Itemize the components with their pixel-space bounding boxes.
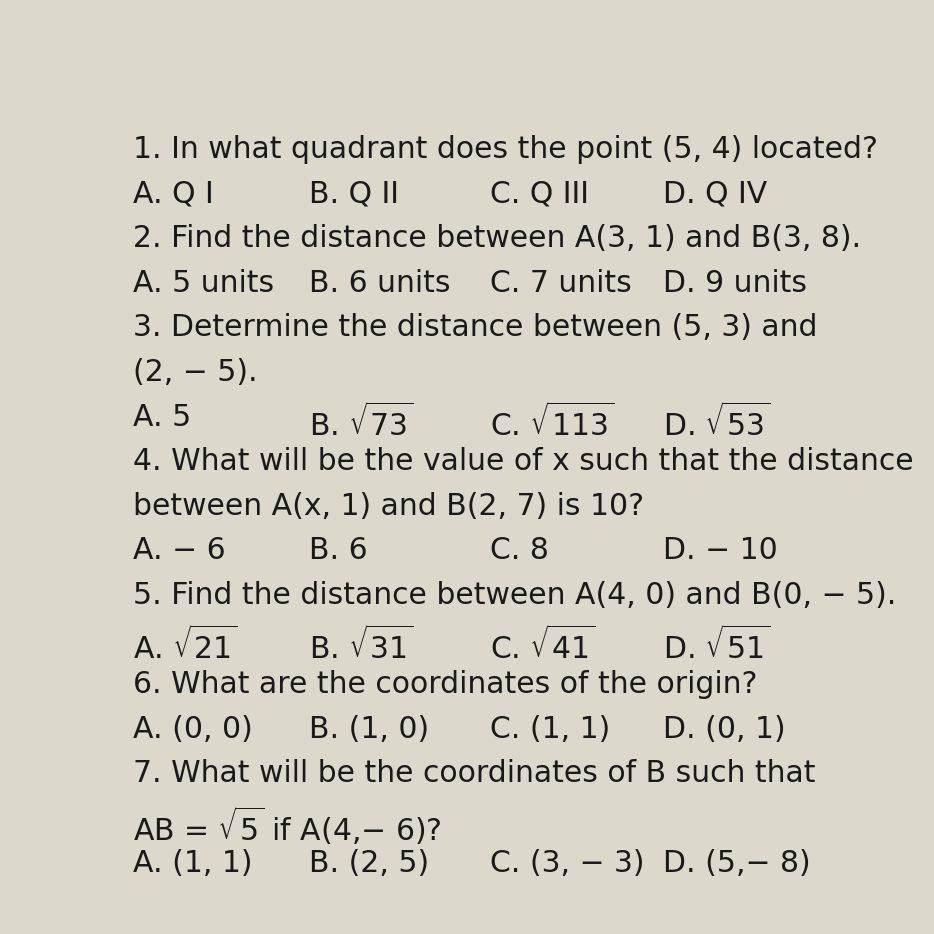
Text: A. (1, 1): A. (1, 1) [133, 848, 252, 878]
Text: between A(x, 1) and B(2, 7) is 10?: between A(x, 1) and B(2, 7) is 10? [133, 492, 644, 521]
Text: D. Q IV: D. Q IV [663, 179, 768, 208]
Text: B. $\sqrt{31}$: B. $\sqrt{31}$ [308, 626, 413, 664]
Text: 4. What will be the value of x such that the distance: 4. What will be the value of x such that… [133, 447, 913, 476]
Text: A. Q I: A. Q I [133, 179, 214, 208]
Text: 3. Determine the distance between (5, 3) and: 3. Determine the distance between (5, 3)… [133, 314, 817, 343]
Text: C. 7 units: C. 7 units [489, 269, 631, 298]
Text: B. 6: B. 6 [308, 536, 367, 565]
Text: A. 5 units: A. 5 units [133, 269, 274, 298]
Text: B. $\sqrt{73}$: B. $\sqrt{73}$ [308, 403, 413, 442]
Text: D. $\sqrt{51}$: D. $\sqrt{51}$ [663, 626, 771, 664]
Text: C. 8: C. 8 [489, 536, 548, 565]
Text: 7. What will be the coordinates of B such that: 7. What will be the coordinates of B suc… [133, 759, 815, 788]
Text: C. Q III: C. Q III [489, 179, 588, 208]
Text: D. (5,− 8): D. (5,− 8) [663, 848, 811, 878]
Text: AB = $\sqrt{5}$ if A(4,− 6)?: AB = $\sqrt{5}$ if A(4,− 6)? [133, 804, 441, 847]
Text: A. (0, 0): A. (0, 0) [133, 715, 252, 743]
Text: 2. Find the distance between A(3, 1) and B(3, 8).: 2. Find the distance between A(3, 1) and… [133, 224, 861, 253]
Text: B. Q II: B. Q II [308, 179, 399, 208]
Text: B. (1, 0): B. (1, 0) [308, 715, 429, 743]
Text: D. 9 units: D. 9 units [663, 269, 807, 298]
Text: C. (1, 1): C. (1, 1) [489, 715, 610, 743]
Text: 6. What are the coordinates of the origin?: 6. What are the coordinates of the origi… [133, 671, 757, 700]
Text: C. $\sqrt{41}$: C. $\sqrt{41}$ [489, 626, 595, 664]
Text: A. 5: A. 5 [133, 403, 191, 432]
Text: B. 6 units: B. 6 units [308, 269, 450, 298]
Text: 1. In what quadrant does the point (5, 4) located?: 1. In what quadrant does the point (5, 4… [133, 135, 878, 164]
Text: A. − 6: A. − 6 [133, 536, 225, 565]
Text: C. $\sqrt{113}$: C. $\sqrt{113}$ [489, 403, 614, 442]
Text: D. (0, 1): D. (0, 1) [663, 715, 785, 743]
Text: 5. Find the distance between A(4, 0) and B(0, − 5).: 5. Find the distance between A(4, 0) and… [133, 581, 896, 610]
Text: D. − 10: D. − 10 [663, 536, 778, 565]
Text: A. $\sqrt{21}$: A. $\sqrt{21}$ [133, 626, 237, 664]
Text: D. $\sqrt{53}$: D. $\sqrt{53}$ [663, 403, 771, 442]
Text: (2, − 5).: (2, − 5). [133, 358, 257, 387]
Text: C. (3, − 3): C. (3, − 3) [489, 848, 644, 878]
Text: B. (2, 5): B. (2, 5) [308, 848, 429, 878]
